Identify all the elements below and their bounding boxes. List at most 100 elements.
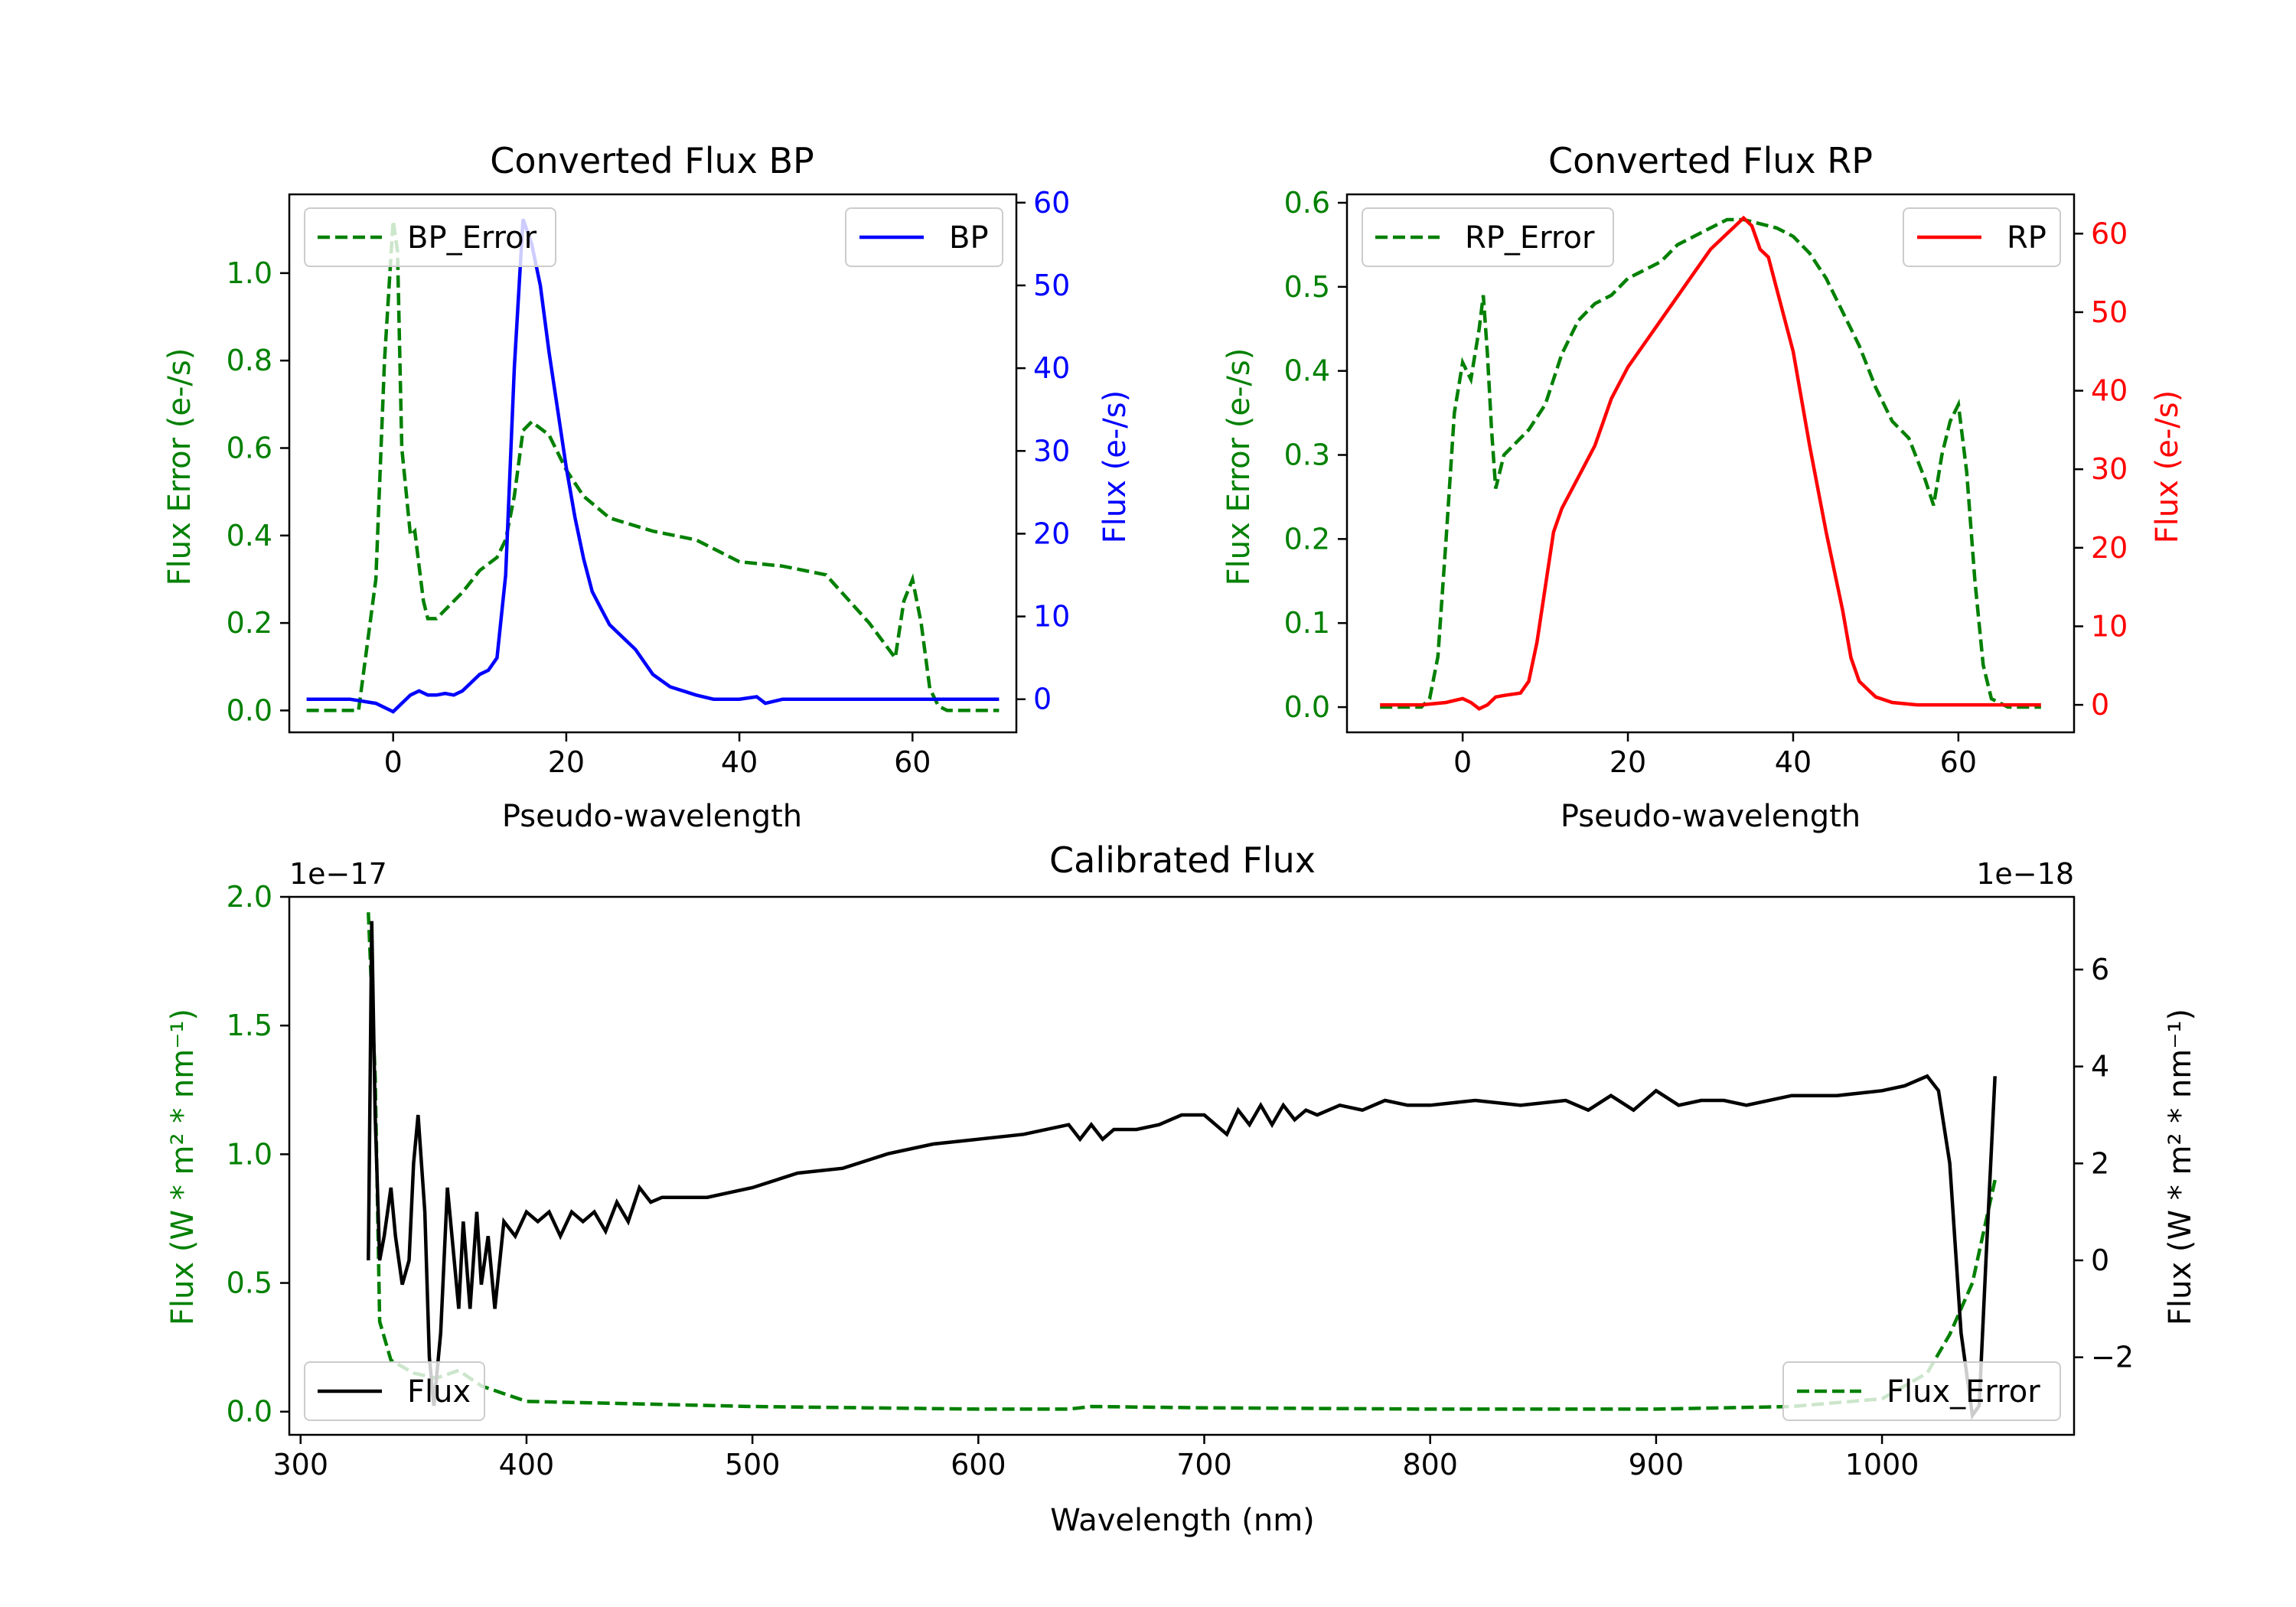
rp-x-ticks: 0 20 40 60 [1453,732,1977,779]
bp-plot-frame [288,193,1018,734]
bp-xtick-label: 20 [548,745,585,779]
cal-xtick-label: 500 [725,1448,781,1482]
bp-right-tick-label: 10 [1033,600,1070,634]
cal-xtick-label: 400 [499,1448,555,1482]
rp-xlabel: Pseudo-wavelength [1561,799,1861,834]
rp-left-tick-label: 0.6 [1284,186,1330,220]
bp-legend-flux: BP [845,207,1003,267]
bp-panel: Converted Flux BP Pseudo-wavelength Flux… [162,140,1133,834]
cal-panel: Calibrated Flux 1e−17 1e−18 Wavelength (… [165,839,2198,1538]
rp-left-tick-label: 0.1 [1284,606,1330,640]
rp-right-tick-label: 40 [2091,374,2128,408]
bp-legend-error-label: BP_Error [407,220,537,256]
cal-left-offset-text: 1e−17 [289,857,387,891]
cal-title: Calibrated Flux [1049,839,1316,881]
rp-legend-error-label: RP_Error [1465,220,1595,256]
cal-flux-error-line [367,912,1997,1411]
bp-x-ticks: 0 20 40 60 [384,732,931,779]
rp-legend-flux: RP [1903,207,2061,267]
cal-xtick-label: 1000 [1845,1448,1919,1482]
bp-flux-line [306,218,1000,714]
bp-left-ticks: 0.0 0.2 0.4 0.6 0.8 1.0 [227,256,289,727]
cal-left-tick-label: 0.0 [227,1395,272,1429]
rp-left-ticks: 0.0 0.1 0.2 0.3 0.4 0.5 0.6 [1284,186,1347,724]
rp-right-tick-label: 20 [2091,531,2128,565]
rp-panel: Converted Flux RP Pseudo-wavelength Flux… [1221,140,2185,834]
cal-plot-frame [288,895,2076,1436]
bp-right-tick-label: 40 [1033,351,1070,385]
bp-right-tick-label: 20 [1033,517,1070,550]
cal-right-offset-text: 1e−18 [1976,857,2074,891]
cal-right-tick-label: 0 [2091,1244,2109,1277]
cal-xtick-label: 800 [1402,1448,1458,1482]
bp-left-tick-label: 0.2 [227,606,272,640]
bp-left-tick-label: 0.4 [227,519,272,553]
bp-right-tick-label: 50 [1033,269,1070,302]
rp-xtick-label: 20 [1609,745,1646,779]
rp-flux-line [1380,215,2041,711]
bp-right-tick-label: 0 [1033,683,1052,716]
bp-left-tick-label: 0.8 [227,344,272,377]
cal-flux-line [367,921,1997,1420]
cal-legend-flux: Flux [304,1361,485,1421]
cal-right-tick-label: 6 [2091,953,2109,986]
cal-left-tick-label: 1.0 [227,1137,272,1171]
cal-legend-error: Flux_Error [1782,1361,2061,1421]
bp-right-tick-label: 60 [1033,186,1070,220]
bp-left-tick-label: 1.0 [227,256,272,290]
bp-xlabel: Pseudo-wavelength [502,799,802,834]
rp-right-ylabel: Flux (e-/s) [2150,390,2185,543]
cal-left-tick-label: 2.0 [227,880,272,914]
rp-left-tick-label: 0.5 [1284,270,1330,304]
cal-right-ylabel: Flux (W * m² * nm⁻¹) [2163,1009,2198,1325]
cal-xtick-label: 600 [951,1448,1006,1482]
cal-left-ticks: 0.0 0.5 1.0 1.5 2.0 [227,880,289,1429]
cal-x-ticks: 300 400 500 600 700 800 900 1000 [272,1435,1919,1482]
rp-error-line [1380,217,2041,709]
rp-xtick-label: 0 [1453,745,1472,779]
rp-right-tick-label: 50 [2091,295,2128,329]
cal-xlabel: Wavelength (nm) [1050,1503,1315,1538]
rp-right-tick-label: 10 [2091,609,2128,643]
bp-xtick-label: 40 [721,745,758,779]
cal-legend-error-label: Flux_Error [1887,1374,2040,1410]
bp-xtick-label: 60 [894,745,931,779]
rp-xtick-label: 40 [1775,745,1812,779]
rp-right-ticks: 0 10 20 30 40 50 60 [2074,217,2128,722]
bp-right-tick-label: 30 [1033,434,1070,468]
rp-left-tick-label: 0.2 [1284,522,1330,556]
cal-left-ylabel: Flux (W * m² * nm⁻¹) [165,1009,201,1325]
cal-left-tick-label: 0.5 [227,1266,272,1300]
bp-legend-error: BP_Error [304,207,556,267]
cal-right-ticks: −2 0 2 4 6 [2074,953,2134,1374]
cal-xtick-label: 700 [1176,1448,1232,1482]
rp-legend-flux-label: RP [2007,220,2047,256]
rp-plot-frame [1345,193,2076,734]
cal-xtick-label: 900 [1629,1448,1684,1482]
cal-legend-flux-label: Flux [407,1374,471,1410]
rp-left-tick-label: 0.0 [1284,690,1330,724]
cal-left-tick-label: 1.5 [227,1009,272,1042]
bp-right-ticks: 0 10 20 30 40 50 60 [1016,186,1070,716]
rp-left-ylabel: Flux Error (e-/s) [1221,348,1257,586]
bp-left-ylabel: Flux Error (e-/s) [162,348,197,586]
cal-xtick-label: 300 [272,1448,328,1482]
bp-legend-flux-label: BP [949,220,989,256]
rp-left-tick-label: 0.3 [1284,438,1330,472]
bp-right-ylabel: Flux (e-/s) [1097,390,1133,543]
rp-xtick-label: 60 [1940,745,1977,779]
rp-right-tick-label: 60 [2091,217,2128,250]
cal-right-tick-label: 2 [2091,1146,2109,1180]
cal-right-tick-label: 4 [2091,1050,2109,1084]
bp-xtick-label: 0 [384,745,403,779]
bp-error-line [306,220,1000,712]
bp-left-tick-label: 0.6 [227,431,272,464]
rp-right-tick-label: 0 [2091,688,2109,722]
cal-right-tick-label: −2 [2091,1341,2134,1374]
bp-left-tick-label: 0.0 [227,693,272,727]
rp-left-tick-label: 0.4 [1284,354,1330,388]
rp-right-tick-label: 30 [2091,452,2128,486]
rp-legend-error: RP_Error [1362,207,1614,267]
bp-title: Converted Flux BP [490,140,814,181]
